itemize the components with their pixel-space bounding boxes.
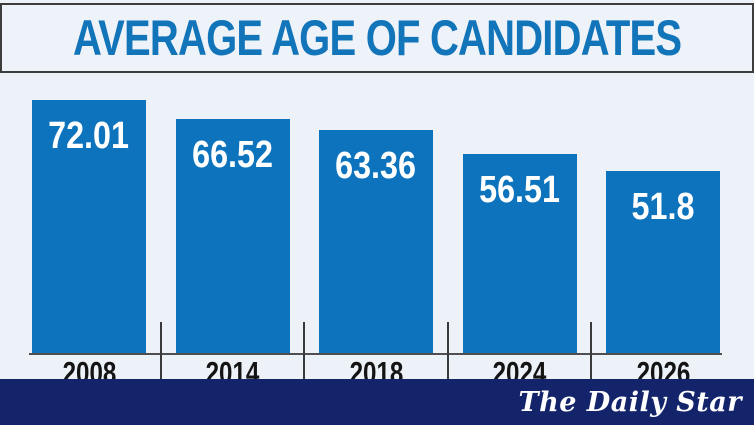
tick-mark bbox=[303, 322, 306, 379]
daily-star-logo: The Daily Star bbox=[518, 386, 742, 418]
tick-mark bbox=[159, 322, 162, 379]
bar: 56.51 bbox=[462, 154, 577, 353]
bar-value-label: 56.51 bbox=[479, 169, 560, 211]
bar-value-label: 63.36 bbox=[335, 145, 417, 187]
title-band: AVERAGE AGE OF CANDIDATES bbox=[0, 3, 754, 73]
tick-mark bbox=[590, 322, 593, 379]
bar-value-label: 51.8 bbox=[631, 186, 695, 228]
bar-value-label: 66.52 bbox=[192, 134, 273, 176]
x-axis-line bbox=[29, 353, 722, 355]
chart-title: AVERAGE AGE OF CANDIDATES bbox=[72, 10, 682, 66]
bar: 66.52 bbox=[175, 119, 290, 353]
bar: 63.36 bbox=[319, 130, 433, 353]
bar-value-label: 72.01 bbox=[48, 115, 130, 157]
bar: 72.01 bbox=[32, 100, 146, 353]
tick-mark bbox=[446, 322, 449, 379]
bar: 51.8 bbox=[606, 171, 720, 353]
footer-bar: The Daily Star bbox=[0, 379, 754, 425]
